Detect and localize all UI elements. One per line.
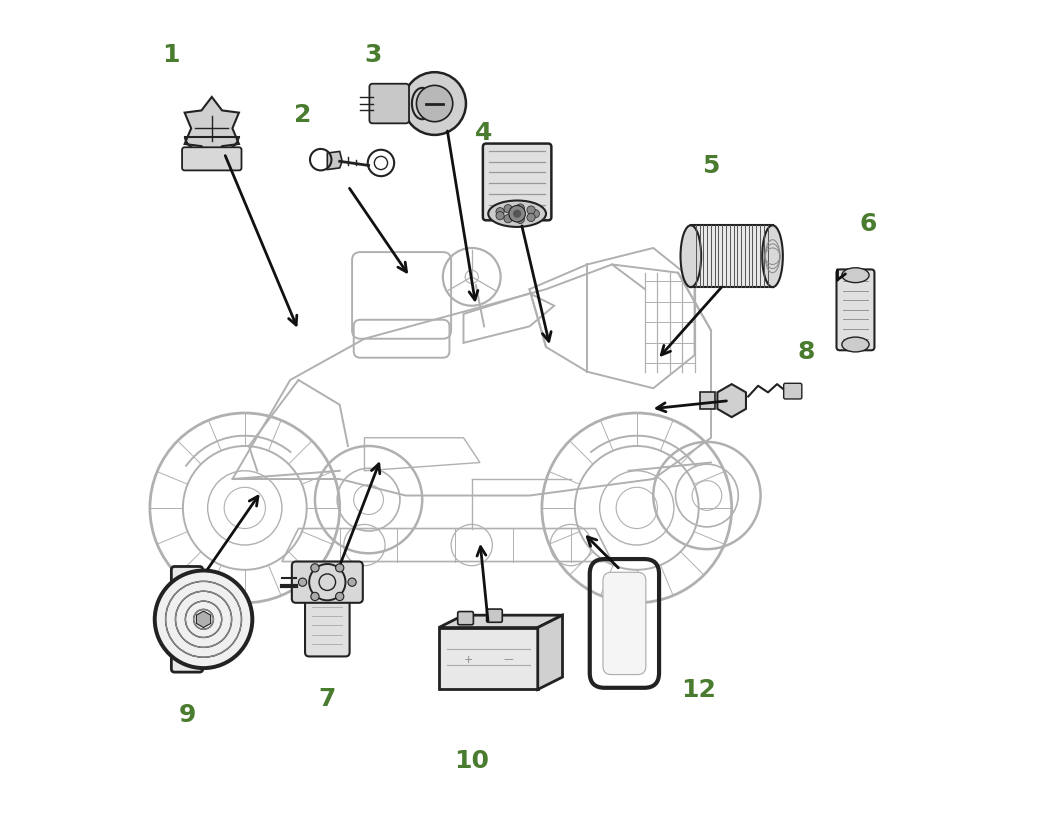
FancyBboxPatch shape: [305, 595, 349, 657]
Text: 8: 8: [797, 340, 814, 364]
Circle shape: [527, 214, 535, 222]
Text: 6: 6: [859, 212, 877, 236]
Circle shape: [516, 216, 524, 224]
Circle shape: [403, 73, 466, 136]
Circle shape: [527, 207, 535, 215]
Circle shape: [310, 593, 319, 601]
Text: +: +: [464, 653, 473, 664]
Ellipse shape: [842, 337, 869, 352]
Polygon shape: [538, 615, 562, 690]
Text: 10: 10: [454, 748, 489, 772]
FancyBboxPatch shape: [700, 393, 715, 409]
Ellipse shape: [681, 226, 701, 288]
FancyBboxPatch shape: [486, 609, 502, 623]
FancyBboxPatch shape: [483, 145, 552, 221]
Text: 2: 2: [294, 103, 311, 127]
FancyBboxPatch shape: [603, 572, 646, 675]
Polygon shape: [327, 152, 342, 170]
Text: —: —: [503, 653, 513, 664]
FancyBboxPatch shape: [172, 566, 202, 672]
Circle shape: [154, 570, 253, 669]
Circle shape: [496, 208, 504, 217]
FancyBboxPatch shape: [784, 384, 802, 399]
Text: 9: 9: [178, 702, 196, 726]
FancyBboxPatch shape: [438, 628, 538, 690]
Polygon shape: [438, 615, 562, 628]
FancyBboxPatch shape: [690, 226, 772, 288]
Text: 4: 4: [475, 122, 492, 146]
Circle shape: [336, 564, 344, 572]
Circle shape: [504, 215, 513, 223]
Circle shape: [509, 206, 525, 222]
FancyBboxPatch shape: [292, 562, 363, 603]
Circle shape: [299, 578, 307, 586]
Circle shape: [310, 564, 319, 572]
Text: 5: 5: [702, 155, 720, 178]
Circle shape: [416, 86, 453, 122]
FancyBboxPatch shape: [370, 84, 409, 124]
FancyBboxPatch shape: [182, 148, 241, 171]
FancyBboxPatch shape: [457, 612, 473, 625]
Circle shape: [532, 210, 539, 218]
Ellipse shape: [488, 201, 546, 227]
FancyBboxPatch shape: [837, 270, 875, 351]
Text: 1: 1: [162, 43, 179, 67]
Circle shape: [516, 204, 524, 213]
Ellipse shape: [842, 269, 869, 284]
Text: 3: 3: [364, 43, 381, 67]
Circle shape: [336, 593, 344, 601]
Ellipse shape: [762, 226, 783, 288]
Circle shape: [513, 210, 521, 218]
Text: 12: 12: [681, 677, 716, 701]
Polygon shape: [184, 98, 239, 160]
Circle shape: [348, 578, 356, 586]
Text: 7: 7: [319, 686, 336, 710]
Circle shape: [504, 205, 513, 213]
Circle shape: [496, 213, 504, 221]
